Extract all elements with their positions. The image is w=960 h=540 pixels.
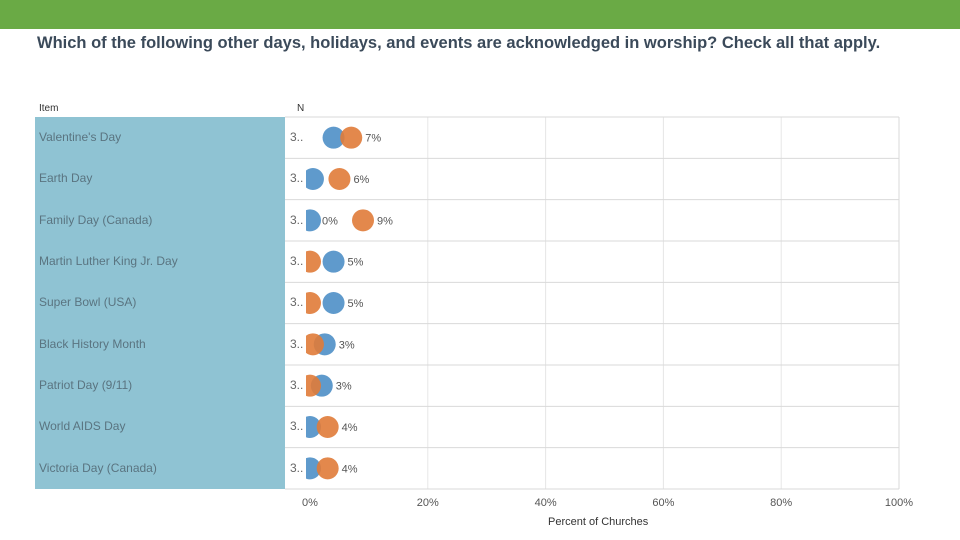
point-value-label: 4%: [342, 422, 358, 434]
data-point: [306, 250, 321, 273]
x-tick-label: 40%: [535, 497, 557, 509]
point-value-label: 4%: [342, 463, 358, 475]
n-value: 3..: [290, 295, 304, 310]
n-value: 3..: [290, 130, 304, 144]
data-point: [306, 457, 321, 480]
point-value-label: 3%: [336, 381, 352, 393]
n-value: 3..: [290, 254, 304, 268]
row-label: Family Day (Canada): [39, 212, 153, 227]
data-point: [306, 209, 321, 232]
data-point: [306, 333, 324, 356]
x-tick-label: 100%: [885, 497, 913, 509]
point-value-label: 3%: [339, 339, 355, 351]
data-point: [322, 126, 345, 149]
data-point: [316, 457, 339, 480]
n-value: 3..: [290, 460, 304, 475]
point-value-label: 7%: [365, 133, 381, 145]
data-point: [306, 416, 321, 438]
point-value-label: 9%: [377, 215, 393, 227]
point-value-label: 5%: [348, 298, 364, 310]
row-label: Valentine's Day: [39, 130, 122, 144]
data-point: [352, 209, 375, 232]
dot-layer: [306, 126, 375, 480]
point-value-label: 0%: [322, 215, 338, 227]
row-label: Super Bowl (USA): [39, 295, 137, 310]
top-accent-bar: [0, 0, 960, 29]
data-point: [306, 374, 321, 397]
n-value: 3..: [290, 171, 304, 186]
item-column-header: Item: [39, 103, 59, 114]
row-label: World AIDS Day: [39, 419, 126, 434]
data-point: [306, 168, 324, 190]
data-point: [322, 292, 345, 314]
data-point: [328, 168, 351, 190]
n-value: 3..: [290, 378, 304, 392]
item-label-panel: [35, 117, 285, 489]
x-axis-title: Percent of Churches: [548, 516, 649, 528]
row-label: Victoria Day (Canada): [39, 460, 157, 475]
x-tick-label: 80%: [770, 497, 792, 509]
data-point: [316, 416, 339, 438]
x-tick-label: 20%: [417, 497, 439, 509]
data-point: [340, 126, 363, 149]
n-value: 3..: [290, 336, 304, 351]
chart-title: Which of the following other days, holid…: [37, 34, 881, 52]
row-label: Patriot Day (9/11): [39, 378, 133, 392]
row-label: Black History Month: [39, 336, 146, 351]
row-label: Martin Luther King Jr. Day: [39, 254, 178, 268]
data-point: [306, 292, 321, 314]
data-point: [322, 250, 345, 273]
n-column-header: N: [297, 103, 305, 114]
row-label: Earth Day: [39, 171, 93, 186]
point-value-label: 6%: [353, 174, 369, 186]
point-value-label: 5%: [348, 257, 364, 269]
x-tick-label: 60%: [652, 497, 674, 509]
n-value: 3..: [290, 212, 304, 227]
x-tick-label: 0%: [302, 497, 318, 509]
n-value: 3..: [290, 419, 304, 434]
